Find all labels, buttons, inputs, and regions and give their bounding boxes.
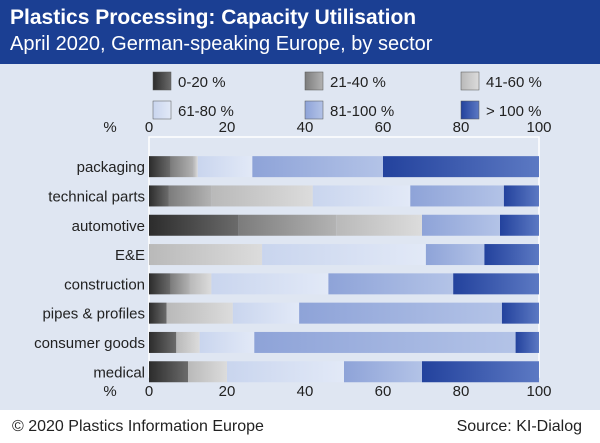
bar-segment	[500, 214, 539, 236]
legend-label: 81-100 %	[330, 103, 394, 120]
x-tick-label-bottom: 0	[145, 383, 153, 400]
bar-segment	[254, 331, 516, 353]
bar-segment	[383, 156, 539, 178]
legend-swatch	[304, 71, 324, 91]
axis-unit-label-bottom: %	[103, 383, 116, 400]
bar-segment	[149, 214, 239, 236]
chart-header: Plastics Processing: Capacity Utilisatio…	[0, 0, 600, 64]
bar-segment	[503, 185, 539, 207]
bar-segment	[299, 302, 502, 324]
bar-segment	[501, 302, 539, 324]
category-label: pipes & profiles	[42, 306, 145, 323]
chart-footer: © 2020 Plastics Information Europe Sourc…	[0, 410, 600, 443]
bar-segment	[149, 331, 177, 353]
bar-segment	[453, 273, 539, 295]
category-label: packaging	[77, 159, 145, 176]
bar-segment	[189, 273, 212, 295]
legend-label: > 100 %	[486, 103, 541, 120]
copyright-note: © 2020 Plastics Information Europe	[12, 418, 264, 435]
bar-segment	[149, 156, 171, 178]
bar-segment	[170, 273, 190, 295]
bar-segment	[176, 331, 200, 353]
legend-label: 61-80 %	[178, 103, 234, 120]
bar-segment	[149, 185, 169, 207]
bar-segment	[425, 244, 485, 266]
bar-segment	[336, 214, 422, 236]
bar-segment	[211, 185, 313, 207]
bar-segment	[188, 361, 227, 383]
category-label: consumer goods	[34, 335, 145, 352]
bar-segment	[312, 185, 411, 207]
bar-segment	[344, 361, 422, 383]
bar-segment	[149, 244, 263, 266]
x-tick-label-top: 20	[219, 119, 236, 136]
legend-swatch	[152, 100, 172, 120]
bar-segment	[193, 156, 198, 178]
bar-segment	[197, 156, 253, 178]
x-tick-label-top: 60	[375, 119, 392, 136]
bar-segment	[149, 361, 188, 383]
x-tick-label-top: 40	[297, 119, 314, 136]
legend-swatch	[304, 100, 324, 120]
bar-segment	[149, 302, 167, 324]
plot-area: 0-20 % 21-40 % 41-60 % 61-80 % 81-100 % > 100…	[0, 64, 600, 410]
bar-segment	[170, 156, 194, 178]
chart-subtitle: April 2020, German-speaking Europe, by s…	[10, 33, 433, 55]
bar-segment	[422, 361, 539, 383]
bar-segment	[328, 273, 454, 295]
x-tick-label-bottom: 60	[375, 383, 392, 400]
legend-swatch	[152, 71, 172, 91]
category-label: medical	[93, 364, 145, 381]
bar-segment	[232, 302, 300, 324]
bar-segment	[422, 214, 500, 236]
bar-segment	[238, 214, 337, 236]
bar-segment	[227, 361, 344, 383]
legend-label: 41-60 %	[486, 74, 542, 91]
x-tick-label-top: 0	[145, 119, 153, 136]
legend-label: 0-20 %	[178, 74, 226, 91]
bar-segment	[410, 185, 504, 207]
category-label: technical parts	[48, 188, 145, 205]
legend-label: 21-40 %	[330, 74, 386, 91]
bar-segment	[149, 273, 171, 295]
bar-segment	[484, 244, 539, 266]
x-tick-label-bottom: 100	[526, 383, 551, 400]
x-tick-label-top: 100	[526, 119, 551, 136]
bar-segment	[515, 331, 539, 353]
axis-unit-label-top: %	[103, 119, 116, 136]
x-tick-label-bottom: 40	[297, 383, 314, 400]
x-tick-label-bottom: 80	[453, 383, 470, 400]
bar-segment	[262, 244, 426, 266]
bar-segment	[211, 273, 329, 295]
bar-segment	[199, 331, 255, 353]
source-note: Source: KI-Dialog	[456, 418, 582, 435]
bar-segment	[168, 185, 212, 207]
stacked-bar-chart: 0-20 % 21-40 % 41-60 % 61-80 % 81-100 % > 100…	[34, 71, 552, 400]
legend-swatch	[460, 71, 480, 91]
x-tick-label-bottom: 20	[219, 383, 236, 400]
x-tick-label-top: 80	[453, 119, 470, 136]
bar-segment	[166, 302, 233, 324]
category-label: construction	[64, 276, 145, 293]
bar-segment	[252, 156, 383, 178]
category-label: automotive	[72, 218, 145, 235]
category-label: E&E	[115, 247, 145, 264]
legend-swatch	[460, 100, 480, 120]
chart-title: Plastics Processing: Capacity Utilisatio…	[10, 6, 417, 29]
